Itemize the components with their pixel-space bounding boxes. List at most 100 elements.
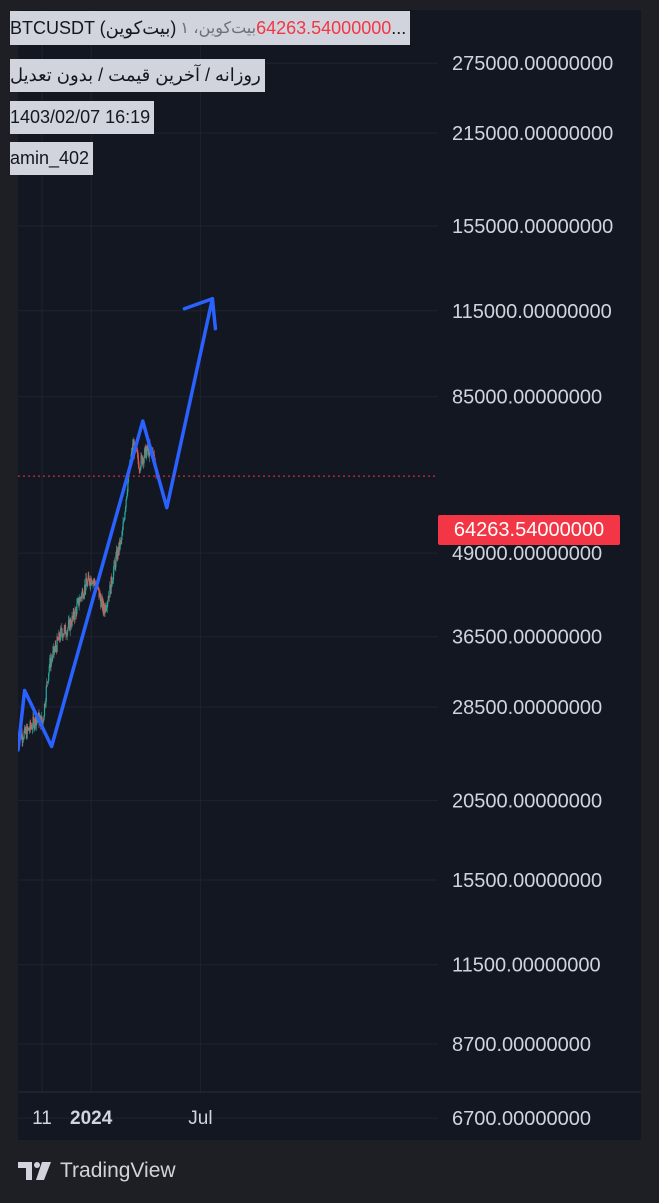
candle xyxy=(125,498,127,512)
candle xyxy=(111,581,113,588)
author-label: amin_402 xyxy=(10,142,94,175)
symbol-name: BTCUSDT (بیت‌کوین) xyxy=(10,17,177,38)
candle xyxy=(24,725,26,734)
candle xyxy=(142,457,144,468)
candle xyxy=(99,590,101,602)
candle xyxy=(123,517,125,523)
candle xyxy=(112,577,114,583)
candle xyxy=(48,664,50,676)
candle xyxy=(66,629,68,641)
candle xyxy=(74,606,76,623)
candle xyxy=(121,526,124,536)
candle xyxy=(88,577,91,586)
candle xyxy=(108,595,110,602)
candle xyxy=(22,736,25,744)
candle xyxy=(105,602,107,613)
candle xyxy=(47,680,49,683)
candle xyxy=(72,615,74,622)
y-tick-label: 115000.00000000 xyxy=(452,301,612,323)
candle xyxy=(63,633,65,636)
candle xyxy=(90,576,92,585)
footer[interactable]: TradingView xyxy=(18,1159,176,1183)
candle xyxy=(92,579,94,589)
candle xyxy=(43,703,46,719)
candle xyxy=(83,592,85,600)
candle xyxy=(117,546,119,560)
symbol-ghost-text: بیت‌کوین، ۱ xyxy=(180,20,257,37)
candle xyxy=(79,596,82,601)
candle xyxy=(76,597,79,605)
candle xyxy=(105,605,107,612)
candle xyxy=(67,616,70,631)
candle xyxy=(32,711,34,733)
candle xyxy=(36,717,38,731)
candle xyxy=(75,606,77,610)
candle xyxy=(103,600,105,617)
candle xyxy=(93,577,95,586)
candle xyxy=(30,724,32,730)
candle xyxy=(141,455,143,465)
candle xyxy=(126,488,128,499)
arrowhead-icon xyxy=(182,296,215,311)
candle xyxy=(123,518,125,525)
candle xyxy=(25,727,27,735)
candle xyxy=(79,594,81,603)
candle xyxy=(73,608,75,622)
candle xyxy=(33,717,35,731)
candle xyxy=(33,713,35,723)
chart-panel[interactable]: 640000.00000000480000.00000000355000.000… xyxy=(18,10,641,1140)
candle xyxy=(112,566,115,584)
candle xyxy=(139,465,142,473)
y-tick-label: 85000.00000000 xyxy=(452,387,602,409)
y-tick-label: 215000.00000000 xyxy=(452,123,613,145)
candle xyxy=(113,559,115,576)
last-price-badge: 64263.54000000 xyxy=(438,515,620,545)
candle xyxy=(127,481,129,496)
candle xyxy=(81,592,83,602)
trend-drawing[interactable] xyxy=(18,296,218,752)
legend-price: 64263.54000000 xyxy=(256,17,392,38)
y-tick-label: 275000.00000000 xyxy=(452,53,613,75)
y-tick-label: 11500.00000000 xyxy=(452,955,601,977)
candle xyxy=(43,715,45,721)
candles-layer xyxy=(18,437,158,747)
candle xyxy=(23,730,25,740)
candle xyxy=(122,516,124,531)
candle xyxy=(22,737,24,747)
candle xyxy=(51,653,53,666)
y-tick-label: 28500.00000000 xyxy=(452,697,602,719)
candle xyxy=(107,595,109,606)
candle xyxy=(144,445,146,454)
candle xyxy=(27,723,29,734)
y-tick-label: 49000.00000000 xyxy=(452,543,602,565)
candle xyxy=(110,576,112,594)
candle xyxy=(119,539,121,552)
candle xyxy=(76,598,78,617)
candle xyxy=(108,590,110,601)
candle xyxy=(124,511,126,521)
candle xyxy=(121,530,123,545)
candle xyxy=(28,727,30,731)
candle xyxy=(54,645,56,655)
candle xyxy=(82,593,85,600)
candle xyxy=(87,578,89,588)
candle xyxy=(67,626,69,635)
y-tick-label: 6700.00000000 xyxy=(452,1108,591,1130)
candle xyxy=(82,587,84,602)
x-tick-label: 11 xyxy=(32,1108,52,1129)
candle xyxy=(97,586,100,591)
candle xyxy=(31,723,34,735)
candle xyxy=(21,728,23,747)
candle xyxy=(124,505,127,515)
candle xyxy=(143,454,145,468)
candle xyxy=(58,631,61,643)
candle xyxy=(114,557,116,563)
price-chart[interactable]: 640000.00000000480000.00000000355000.000… xyxy=(18,10,641,1140)
candle xyxy=(46,681,49,687)
datetime-label: 1403/02/07 16:19 xyxy=(10,101,155,134)
brand-label: TradingView xyxy=(60,1159,176,1182)
legend-ellipsis: ... xyxy=(391,17,407,38)
candle xyxy=(137,450,139,465)
symbol-legend[interactable]: BTCUSDT (بیت‌کوین) بیت‌کوین، ۱ 64263.540… xyxy=(10,11,411,45)
candle xyxy=(50,655,52,672)
